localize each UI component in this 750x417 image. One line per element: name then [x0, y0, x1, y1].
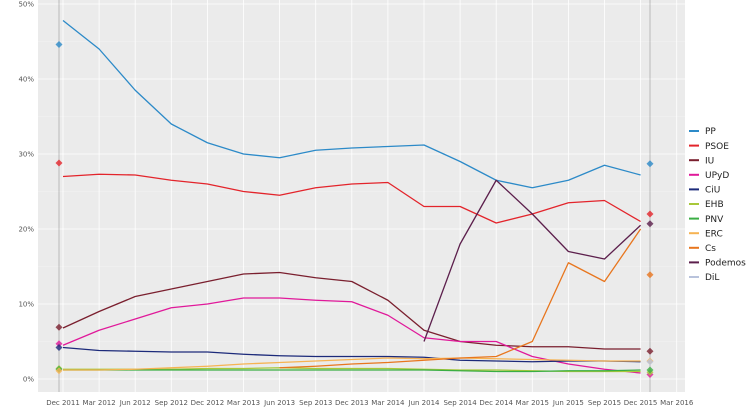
x-tick-label: Jun 2014	[408, 399, 441, 407]
x-tick-label: Dec 2013	[335, 399, 369, 407]
x-tick-label: Jun 2015	[552, 399, 584, 407]
election-result-marker	[646, 366, 654, 374]
y-tick-label: 30%	[18, 151, 34, 159]
y-tick-label: 50%	[18, 1, 34, 9]
x-tick-label: Dec 2015	[624, 399, 658, 407]
trend-line-pnv	[63, 369, 641, 373]
legend-label: DiL	[705, 273, 719, 283]
election-result-marker	[55, 41, 63, 48]
legend-label: PSOE	[705, 142, 729, 152]
legend-label: CiU	[705, 186, 720, 196]
legend-label: IU	[705, 156, 714, 166]
trend-line-upyd	[62, 297, 641, 374]
x-tick-label: Mar 2016	[660, 399, 694, 407]
x-tick-label: Sep 2013	[299, 399, 332, 407]
election-result-marker	[55, 344, 63, 351]
election-result-marker	[646, 210, 654, 218]
election-result-marker	[646, 160, 654, 168]
y-tick-label: 10%	[18, 301, 34, 309]
y-tick-label: 0%	[23, 376, 34, 384]
x-tick-label: Sep 2012	[155, 399, 188, 407]
x-tick-label: Dec 2014	[479, 399, 513, 407]
trend-line-ciu	[62, 346, 641, 363]
x-tick-label: Sep 2014	[443, 399, 477, 407]
x-tick-label: Dec 2011	[46, 399, 80, 407]
legend-label: Cs	[705, 244, 716, 254]
election-result-marker	[55, 340, 63, 348]
trend-line-cs	[279, 228, 642, 369]
x-tick-label: Jun 2013	[263, 399, 295, 407]
legend-label: Podemos	[705, 259, 746, 269]
election-result-marker	[646, 358, 654, 366]
trend-line-iu	[62, 271, 641, 350]
legend-label: PP	[705, 127, 716, 137]
legend-label: PNV	[705, 215, 724, 225]
election-result-marker	[646, 220, 654, 228]
x-tick-label: Mar 2014	[371, 399, 405, 407]
y-tick-label: 20%	[18, 226, 34, 234]
legend-label: EHB	[705, 200, 724, 210]
x-tick-label: Jun 2012	[119, 399, 151, 407]
trend-line-podemos	[423, 179, 642, 342]
trend-line-erc	[63, 357, 641, 371]
legend-label: UPyD	[705, 171, 729, 181]
trend-line-psoe	[62, 173, 641, 224]
y-tick-label: 40%	[18, 76, 34, 84]
plot-background	[38, 0, 685, 392]
trend-line-pp	[62, 19, 641, 189]
x-tick-label: Sep 2015	[588, 399, 621, 407]
election-result-marker	[646, 347, 654, 355]
election-result-marker	[55, 323, 63, 331]
x-tick-label: Dec 2012	[191, 399, 225, 407]
x-tick-label: Mar 2015	[516, 399, 549, 407]
x-tick-label: Mar 2013	[227, 399, 260, 407]
election-result-marker	[55, 159, 63, 167]
election-result-marker	[646, 271, 654, 279]
x-tick-label: Mar 2012	[82, 399, 115, 407]
legend-label: ERC	[705, 229, 723, 239]
election-result-marker	[55, 367, 63, 375]
